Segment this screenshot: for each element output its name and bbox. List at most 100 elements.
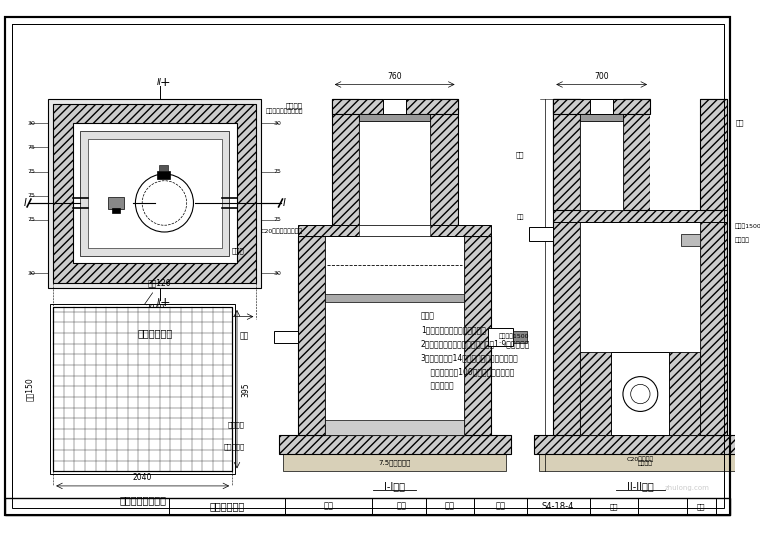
Bar <box>489 328 513 346</box>
Bar <box>88 139 221 248</box>
Text: +: + <box>159 296 169 309</box>
Bar <box>650 99 700 210</box>
Text: 支座处涂1500: 支座处涂1500 <box>499 333 530 339</box>
Bar <box>53 307 232 471</box>
Bar <box>325 420 464 435</box>
Text: 支座处1500: 支座处1500 <box>735 224 760 229</box>
Bar <box>553 99 581 435</box>
Text: C20钢筋混凝土上盖板: C20钢筋混凝土上盖板 <box>261 229 302 234</box>
Bar <box>53 307 232 471</box>
Bar <box>283 454 506 471</box>
Text: II: II <box>157 298 162 306</box>
Bar <box>681 234 700 246</box>
Text: 消能装置: 消能装置 <box>735 237 750 243</box>
Text: 700: 700 <box>594 72 609 81</box>
Bar <box>553 99 581 210</box>
Text: 盖板: 盖板 <box>516 152 524 158</box>
Text: 混凝土底板: 混凝土底板 <box>223 443 245 450</box>
Text: 出水井平面图: 出水井平面图 <box>137 328 173 338</box>
Bar <box>49 99 261 288</box>
Text: 井孔压板: 井孔压板 <box>286 102 302 109</box>
Bar <box>623 99 650 210</box>
Bar <box>700 99 727 210</box>
Bar <box>581 222 700 435</box>
Text: C20素混凝土: C20素混凝土 <box>627 456 654 462</box>
Text: 额度: 额度 <box>517 214 524 220</box>
Text: 口钢120: 口钢120 <box>144 279 171 305</box>
Text: 75: 75 <box>274 217 282 222</box>
Text: 混凝土框盖计算及盖板: 混凝土框盖计算及盖板 <box>265 109 302 114</box>
Text: 口钢150: 口钢150 <box>24 377 33 401</box>
Text: 出水井底板平面图: 出水井底板平面图 <box>119 495 166 505</box>
Bar <box>332 99 458 113</box>
Bar <box>529 227 553 241</box>
Bar <box>112 208 120 213</box>
Bar <box>539 454 742 471</box>
Text: II: II <box>157 78 162 87</box>
Text: 素土夯实: 素土夯实 <box>228 422 245 428</box>
Text: 消能: 消能 <box>735 120 743 127</box>
Text: 7.5号素混凝土: 7.5号素混凝土 <box>378 460 411 466</box>
Text: 75: 75 <box>274 169 282 174</box>
Text: 日期: 日期 <box>610 503 619 509</box>
Text: 75: 75 <box>28 145 36 150</box>
Text: 日期: 日期 <box>697 503 705 509</box>
Text: zhulong.com: zhulong.com <box>664 485 709 491</box>
Bar <box>534 435 747 454</box>
Text: 395: 395 <box>242 382 251 397</box>
Bar <box>109 197 124 209</box>
Bar <box>553 99 650 113</box>
Bar <box>279 435 511 454</box>
Bar <box>553 210 727 222</box>
Text: I-I剖面: I-I剖面 <box>384 481 405 491</box>
Bar <box>325 294 464 302</box>
Text: 760: 760 <box>388 72 402 81</box>
Bar <box>298 236 325 435</box>
Bar <box>159 165 168 171</box>
Bar <box>611 352 670 435</box>
Text: 30: 30 <box>28 121 36 126</box>
Text: 2040: 2040 <box>133 473 152 482</box>
Text: 30: 30 <box>274 121 282 126</box>
Text: S4-18-4: S4-18-4 <box>542 502 575 511</box>
Text: 2040: 2040 <box>145 304 164 313</box>
Text: 75: 75 <box>28 217 36 222</box>
Bar <box>325 236 464 435</box>
Text: 说明：
1、本图尺寸均以厘米为单位。
2、垫层、底板、柱三者衔接处采用1:9水泥砂浆。
3、盖板采用口14单层钢筋混凝土板，纵、横
    向间距均应为100，: 说明： 1、本图尺寸均以厘米为单位。 2、垫层、底板、柱三者衔接处采用1:9水泥… <box>421 312 530 390</box>
Bar <box>298 225 492 236</box>
Text: I: I <box>24 198 27 208</box>
Bar <box>581 352 611 435</box>
Text: +: + <box>159 76 169 89</box>
Text: II-II剖面: II-II剖面 <box>627 481 654 491</box>
Bar <box>359 99 430 236</box>
Bar <box>157 171 170 179</box>
Text: 30: 30 <box>274 270 282 275</box>
Text: 30: 30 <box>28 270 36 275</box>
Text: 75: 75 <box>28 193 36 198</box>
Bar <box>359 225 430 236</box>
Text: I: I <box>283 198 285 208</box>
Bar <box>359 113 430 121</box>
Text: 井室: 井室 <box>240 331 249 341</box>
Bar <box>53 104 256 283</box>
Bar <box>581 113 623 121</box>
Bar <box>464 236 492 435</box>
Bar <box>81 131 230 255</box>
Text: 出水井构造图: 出水井构造图 <box>210 501 245 511</box>
Bar <box>383 99 407 113</box>
Text: 复核: 复核 <box>397 502 407 511</box>
Bar <box>430 99 458 236</box>
Text: 审核: 审核 <box>445 502 454 511</box>
Bar <box>274 331 298 343</box>
Text: 设计: 设计 <box>324 502 334 511</box>
Text: 75: 75 <box>28 169 36 174</box>
Bar <box>581 99 623 210</box>
Bar <box>513 331 527 343</box>
Bar <box>590 99 613 113</box>
Text: 碎石垫层: 碎石垫层 <box>638 460 653 466</box>
Bar <box>700 99 727 435</box>
Bar <box>332 99 359 236</box>
Bar <box>5 498 730 515</box>
Text: 井盖座: 井盖座 <box>232 248 245 254</box>
Text: 图号: 图号 <box>495 502 505 511</box>
